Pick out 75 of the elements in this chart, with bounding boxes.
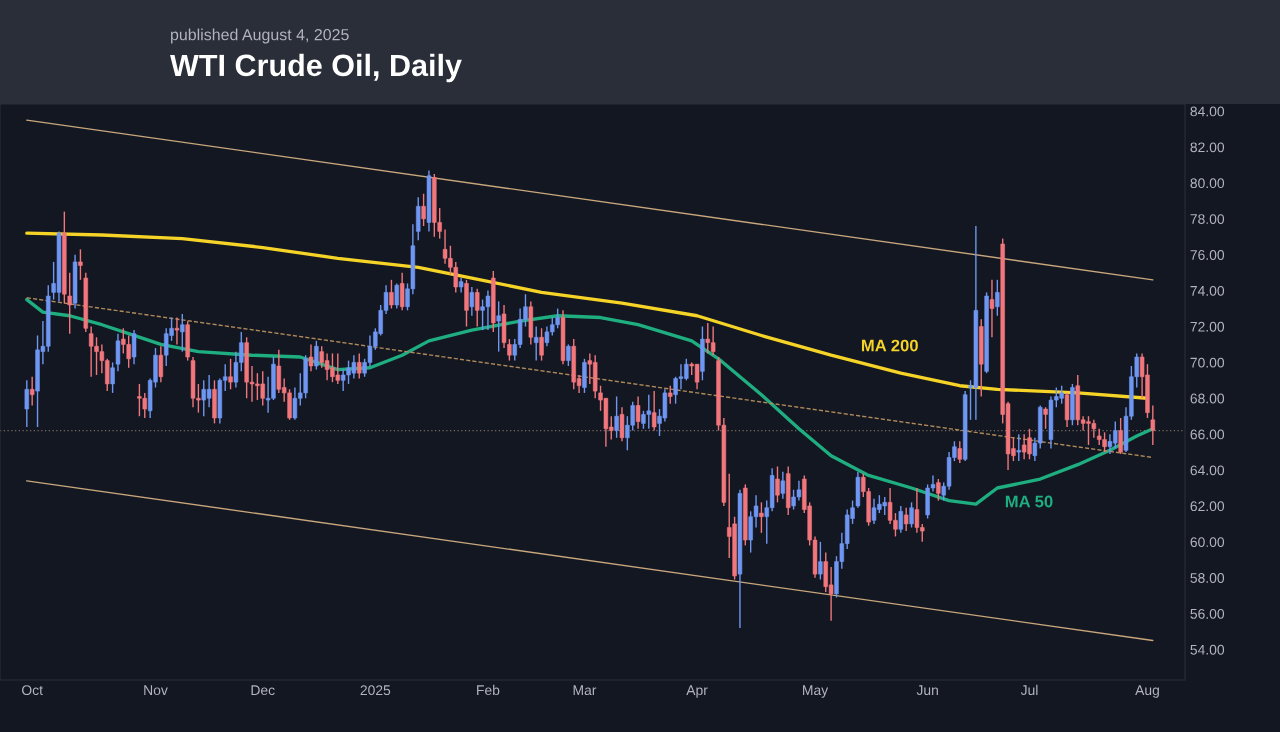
x-tick-label: Oct xyxy=(22,685,43,696)
y-tick-label: 80.00 xyxy=(1190,178,1225,189)
candlestick xyxy=(67,271,72,335)
candlestick xyxy=(399,271,405,312)
y-tick-label: 66.00 xyxy=(1190,429,1225,440)
y-tick-label: 62.00 xyxy=(1190,501,1225,512)
candlestick xyxy=(308,343,314,373)
candlestick xyxy=(394,282,399,310)
candlestick xyxy=(651,390,657,432)
candlestick xyxy=(507,338,512,362)
y-tick-label: 76.00 xyxy=(1190,250,1225,260)
candlestick xyxy=(898,505,904,534)
y-tick-label: 58.00 xyxy=(1190,573,1225,583)
y-tick-label: 74.00 xyxy=(1190,285,1225,296)
chart-title: WTI Crude Oil, Daily xyxy=(170,53,462,83)
y-tick-label: 60.00 xyxy=(1190,537,1225,547)
candlestick xyxy=(909,501,914,529)
candlestick xyxy=(131,329,137,365)
candlestick xyxy=(29,376,35,407)
candlestick xyxy=(110,361,115,394)
candlestick xyxy=(314,340,319,371)
candlestick xyxy=(539,327,544,362)
candlestick xyxy=(115,332,121,373)
candlestick xyxy=(775,465,780,504)
chart-subtitle: published August 4, 2025 xyxy=(171,28,349,44)
candlestick xyxy=(389,279,394,310)
candlestick xyxy=(995,279,1000,317)
candlestick xyxy=(566,343,571,367)
x-tick-label: Dec xyxy=(251,685,275,696)
y-tick-label: 84.00 xyxy=(1190,106,1225,117)
y-tick-label: 64.00 xyxy=(1190,465,1225,476)
candlestick xyxy=(469,286,475,317)
candlestick xyxy=(1016,433,1021,462)
candlestick xyxy=(1043,406,1048,430)
candlestick xyxy=(936,478,941,502)
candlestick xyxy=(421,193,426,227)
candlestick xyxy=(614,395,619,439)
y-tick-label: 68.00 xyxy=(1190,393,1225,404)
y-tick-label: 70.00 xyxy=(1190,357,1225,368)
x-tick-label: Jul xyxy=(1020,684,1038,696)
x-tick-label: 2025 xyxy=(360,685,391,696)
candlestick xyxy=(533,325,539,362)
candlestick xyxy=(357,352,362,380)
y-tick-label: 78.00 xyxy=(1190,214,1225,225)
candlestick xyxy=(818,541,823,581)
candlestick xyxy=(180,313,185,353)
y-tick-label: 82.00 xyxy=(1190,142,1225,153)
x-tick-label: Aug xyxy=(1135,685,1159,698)
candlestick xyxy=(957,440,963,464)
candlestick xyxy=(759,501,764,534)
x-tick-label: May xyxy=(803,685,829,698)
candlestick xyxy=(780,471,786,500)
y-tick-label: 56.00 xyxy=(1190,608,1225,619)
candlestick xyxy=(619,406,625,443)
candlestick xyxy=(635,395,641,430)
x-tick-label: Feb xyxy=(477,684,500,696)
y-tick-label: 72.00 xyxy=(1190,321,1225,332)
x-tick-label: Jun xyxy=(916,685,938,696)
candlestick xyxy=(174,316,180,346)
candlestick xyxy=(1118,417,1123,455)
series-label: MA 50 xyxy=(1005,495,1053,508)
candlestick xyxy=(24,379,30,428)
candlestick xyxy=(989,279,995,338)
x-tick-label: Nov xyxy=(144,685,168,696)
candlestick xyxy=(78,248,83,281)
x-tick-label: Apr xyxy=(686,685,708,698)
candlestick xyxy=(496,300,501,353)
candlestick xyxy=(228,358,233,391)
y-tick-label: 54.00 xyxy=(1190,644,1225,655)
candlestick xyxy=(1150,404,1156,446)
candlestick xyxy=(158,345,164,383)
candlestick xyxy=(475,288,480,328)
series-label: MA 200 xyxy=(861,339,918,352)
x-tick-label: Mar xyxy=(573,685,597,696)
candlestick xyxy=(903,507,909,532)
